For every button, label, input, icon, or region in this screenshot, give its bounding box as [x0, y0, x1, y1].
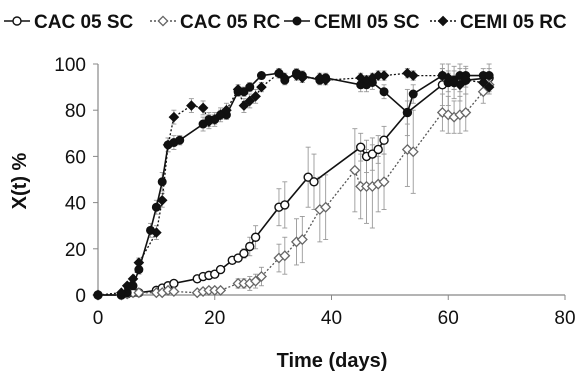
data-point-cemi-05-rc	[256, 81, 267, 93]
axes: 0 20 40 60 80 0 20 40 60 80 100	[54, 55, 575, 329]
data-point-cac-05-rc	[215, 284, 227, 296]
data-point-cac-05-rc	[436, 106, 448, 119]
data-point-cemi-05-rc	[448, 77, 460, 88]
data-point-cac-05-rc	[255, 271, 267, 283]
data-point-cemi-05-sc	[484, 71, 494, 81]
data-point-cemi-05-sc	[256, 71, 266, 81]
data-point-cemi-05-sc	[157, 177, 167, 187]
data-point-cemi-05-sc	[402, 108, 412, 118]
data-point-cac-05-rc	[250, 275, 262, 287]
legend-label-cac-05-rc: CAC 05 RC	[180, 12, 281, 33]
y-tick-label: 40	[65, 194, 86, 215]
data-point-cac-05-sc	[373, 144, 383, 155]
data-point-cac-05-rc	[407, 146, 419, 158]
data-point-cac-05-sc	[239, 248, 249, 259]
data-point-cemi-05-rc	[232, 84, 244, 95]
data-point-cemi-05-rc	[151, 227, 162, 238]
data-point-cac-05-sc	[355, 142, 366, 152]
x-tick-label: 40	[321, 308, 342, 329]
data-point-cemi-05-rc	[238, 100, 250, 111]
data-point-cemi-05-rc	[168, 111, 180, 123]
data-point-cac-05-sc	[379, 135, 389, 145]
data-point-cemi-05-rc	[186, 100, 197, 111]
data-point-cemi-05-rc	[221, 104, 232, 116]
x-tick-label: 60	[438, 308, 459, 329]
x-axis-label: Time (days)	[277, 350, 388, 372]
data-point-cemi-05-rc	[162, 139, 174, 151]
data-point-cemi-05-rc	[442, 72, 454, 84]
data-point-cac-05-rc	[460, 106, 472, 119]
data-point-cac-05-rc	[477, 86, 489, 98]
data-point-cemi-05-rc	[407, 70, 419, 81]
series-lines	[97, 72, 490, 296]
data-point-cemi-05-rc	[273, 67, 285, 79]
data-point-cemi-05-sc	[379, 87, 389, 97]
data-point-cac-05-sc	[280, 200, 290, 210]
data-point-cemi-05-rc	[483, 81, 495, 93]
y-tick-label: 100	[54, 55, 86, 76]
legend-marker-cac-05-rc	[157, 15, 169, 27]
data-point-cemi-05-rc	[477, 77, 489, 88]
data-point-cemi-05-rc	[291, 70, 302, 81]
data-point-cac-05-sc	[215, 264, 226, 275]
x-tick-label: 0	[93, 308, 104, 329]
data-point-cemi-05-rc	[437, 70, 448, 81]
y-tick-label: 80	[65, 101, 86, 122]
series-line-cemi-05-sc	[98, 72, 490, 296]
data-point-cemi-05-rc	[279, 72, 291, 84]
y-axis-label: X(t) %	[9, 152, 31, 209]
data-point-cemi-05-rc	[156, 194, 168, 206]
x-tick-label: 80	[554, 308, 575, 329]
data-point-cac-05-rc	[296, 234, 308, 246]
data-point-cemi-05-sc	[151, 202, 161, 212]
legend-label-cac-05-sc: CAC 05 SC	[34, 12, 134, 33]
data-point-cemi-05-rc	[378, 70, 390, 81]
data-point-cemi-05-sc	[175, 135, 185, 145]
x-tick-label: 20	[204, 308, 225, 329]
y-tick-label: 60	[65, 147, 86, 168]
data-point-cemi-05-rc	[92, 289, 104, 301]
series-line-cemi-05-rc	[97, 72, 490, 296]
data-point-cac-05-rc	[168, 286, 180, 298]
legend-marker-cemi-05-rc	[437, 15, 449, 27]
legend-marker-cac-05-sc	[12, 16, 22, 26]
series-line-cac-05-rc	[98, 84, 490, 296]
series-markers	[92, 67, 495, 301]
data-point-cemi-05-rc	[460, 74, 472, 86]
data-point-cemi-05-rc	[297, 72, 308, 84]
data-point-cac-05-rc	[378, 176, 390, 188]
data-point-cemi-05-rc	[209, 114, 221, 125]
data-point-cac-05-rc	[320, 201, 332, 213]
data-point-cemi-05-rc	[454, 79, 466, 91]
legend: CAC 05 SC CAC 05 RC CEMI 05 SC CEMI 05 RC	[4, 12, 567, 33]
data-point-cac-05-sc	[250, 232, 261, 242]
data-point-cemi-05-rc	[244, 95, 256, 107]
y-tick-label: 0	[75, 286, 86, 307]
data-point-cemi-05-rc	[250, 91, 261, 102]
legend-label-cemi-05-rc: CEMI 05 RC	[460, 12, 567, 33]
data-point-cemi-05-sc	[408, 89, 418, 99]
data-point-cemi-05-rc	[127, 273, 139, 285]
data-point-cac-05-rc	[133, 287, 145, 299]
data-point-cemi-05-rc	[215, 109, 226, 121]
data-point-cac-05-rc	[279, 250, 291, 262]
legend-marker-cemi-05-sc	[292, 16, 302, 26]
data-point-cemi-05-rc	[314, 72, 326, 84]
data-point-cemi-05-sc	[245, 82, 255, 92]
data-point-cemi-05-rc	[197, 102, 209, 114]
data-point-cac-05-sc	[245, 241, 255, 252]
data-point-cac-05-rc	[349, 164, 361, 176]
data-point-cemi-05-rc	[320, 74, 331, 86]
legend-label-cemi-05-sc: CEMI 05 SC	[314, 12, 420, 33]
data-point-cemi-05-rc	[121, 280, 133, 292]
y-tick-label: 20	[65, 240, 86, 261]
series-line-cac-05-sc	[98, 77, 490, 296]
data-point-cemi-05-rc	[116, 287, 127, 298]
data-point-cac-05-sc	[309, 177, 319, 187]
data-point-cemi-05-rc	[133, 257, 145, 268]
